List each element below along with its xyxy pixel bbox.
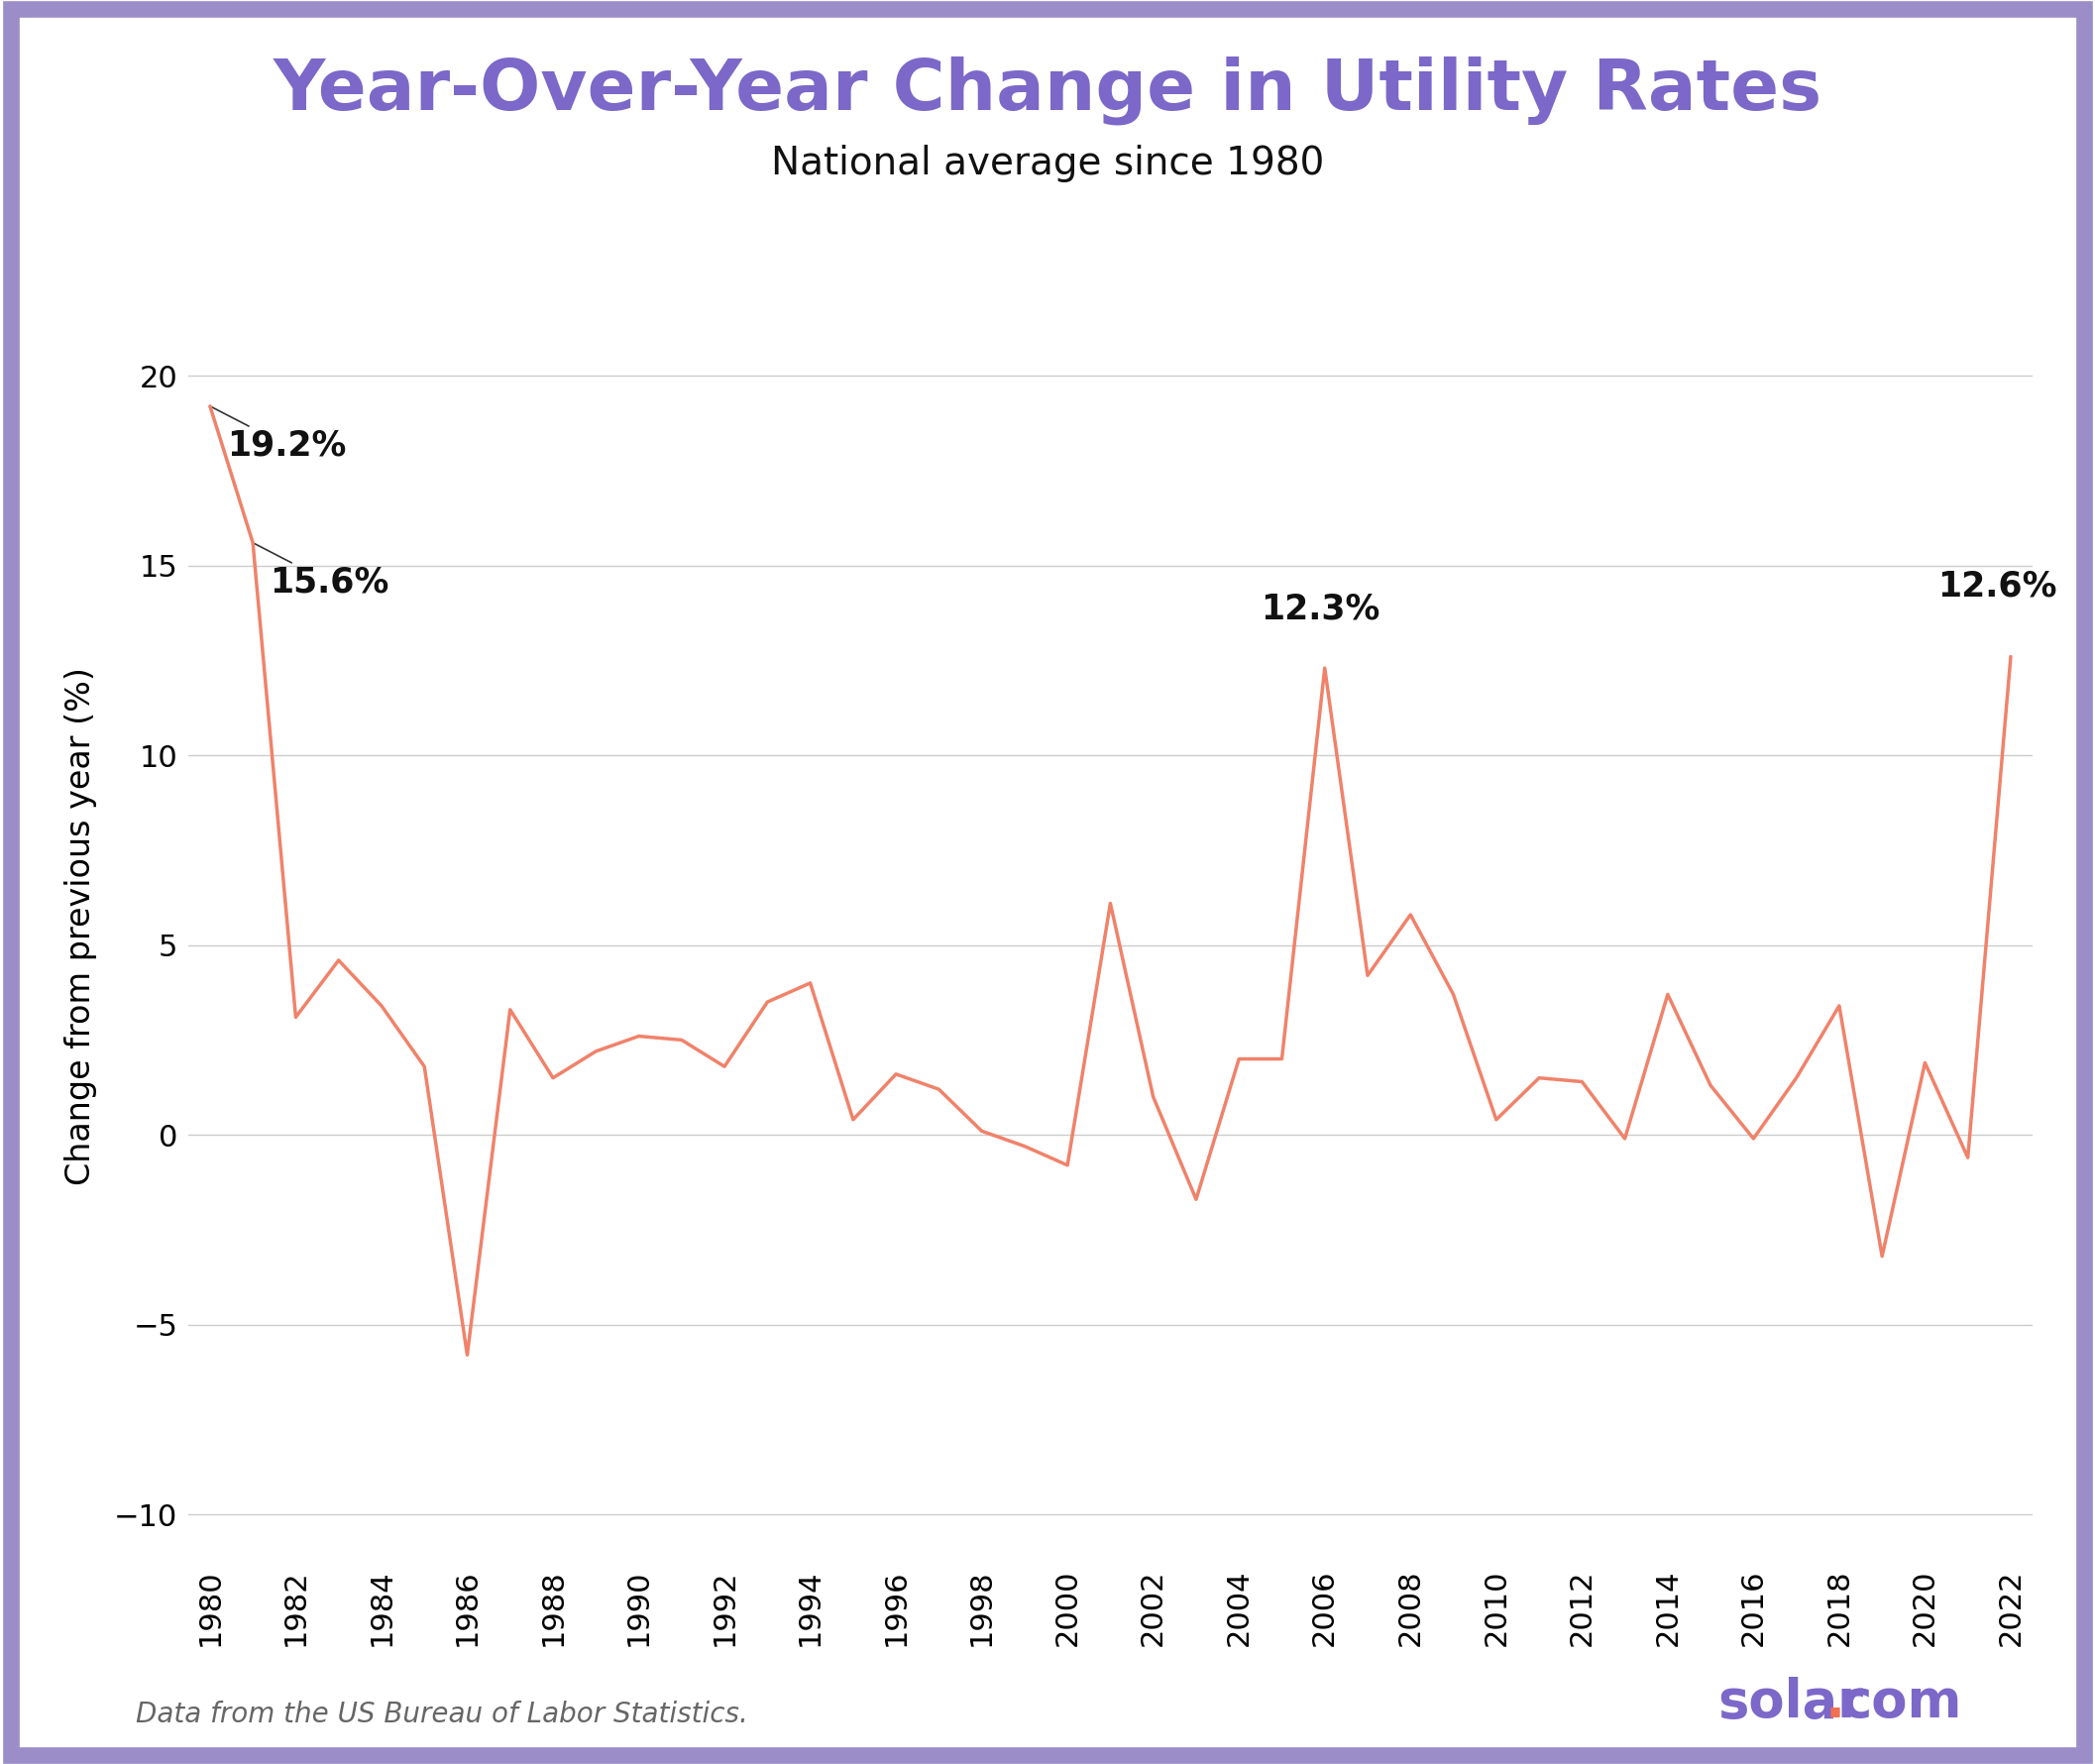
Text: 12.6%: 12.6% <box>1938 570 2057 603</box>
Text: 15.6%: 15.6% <box>253 543 390 600</box>
Text: 19.2%: 19.2% <box>210 406 346 462</box>
Text: .: . <box>1825 1678 1844 1729</box>
Text: com: com <box>1842 1678 1963 1729</box>
Text: Year-Over-Year Change in Utility Rates: Year-Over-Year Change in Utility Rates <box>272 56 1823 125</box>
Text: 12.3%: 12.3% <box>1261 593 1381 626</box>
Text: solar: solar <box>1718 1678 1865 1729</box>
Text: National average since 1980: National average since 1980 <box>771 145 1324 182</box>
Text: Data from the US Bureau of Labor Statistics.: Data from the US Bureau of Labor Statist… <box>136 1700 748 1729</box>
Y-axis label: Change from previous year (%): Change from previous year (%) <box>65 667 96 1185</box>
